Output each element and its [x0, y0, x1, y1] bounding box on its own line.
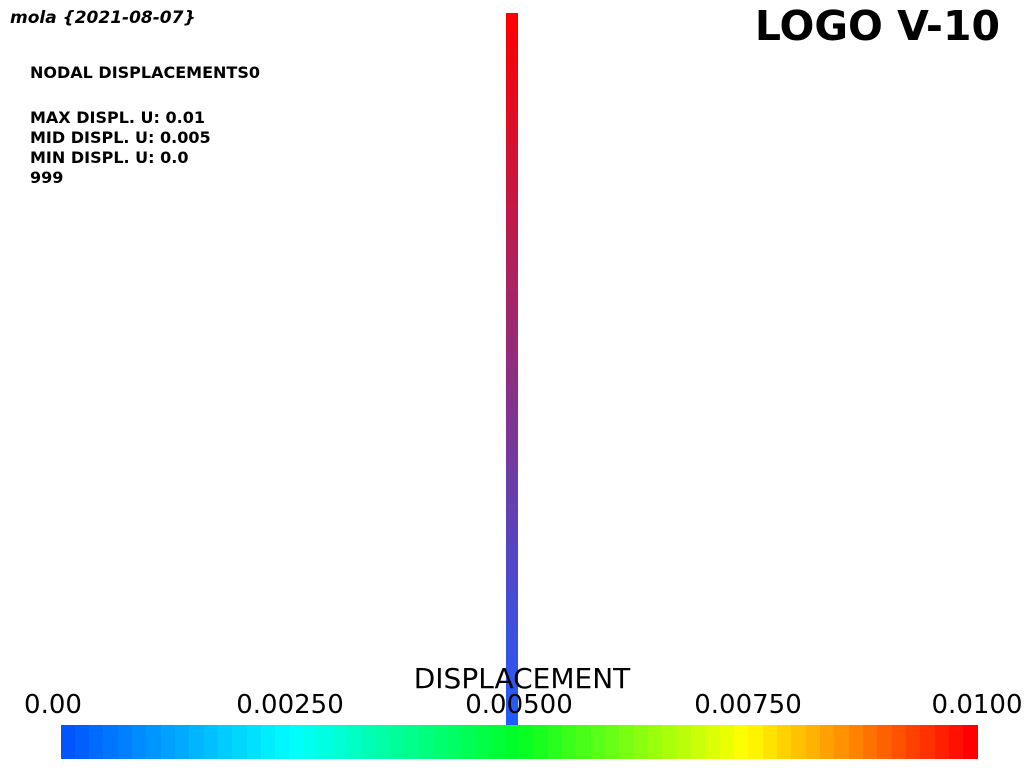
colorbar-swatch [748, 725, 764, 759]
colorbar-swatch [591, 725, 606, 759]
min-displacement: MIN DISPL. U: 0.0 [30, 148, 189, 167]
colorbar-swatch [763, 725, 778, 759]
colorbar-swatch [189, 725, 205, 759]
colorbar-tick: 0.00750 [694, 690, 802, 720]
colorbar-swatch [376, 725, 391, 759]
colorbar-swatch [419, 725, 434, 759]
colorbar-swatch [318, 725, 334, 759]
colorbar-swatch [61, 725, 76, 759]
colorbar-swatch [734, 725, 749, 759]
colorbar-swatch [290, 725, 305, 759]
colorbar-swatch [791, 725, 807, 759]
colorbar-ticks: 0.00 0.00250 0.00500 0.00750 0.0100 [0, 690, 1024, 724]
colorbar-swatch [863, 725, 878, 759]
colorbar-swatch [404, 725, 420, 759]
info-panel: NODAL DISPLACEMENTS0 MAX DISPL. U: 0.01 … [30, 63, 260, 188]
colorbar-swatch [204, 725, 219, 759]
colorbar-swatch [462, 725, 477, 759]
colorbar-swatch [304, 725, 319, 759]
signature: mola {2021-08-07} [10, 8, 196, 28]
colorbar-swatch [476, 725, 491, 759]
colorbar-swatch [576, 725, 592, 759]
colorbar-swatch [232, 725, 248, 759]
colorbar-swatch [777, 725, 792, 759]
colorbar-swatch [963, 725, 978, 759]
colorbar-swatch [562, 725, 577, 759]
colorbar-swatch [519, 725, 534, 759]
logo: LOGO V-10 [754, 2, 1000, 50]
colorbar-swatch [161, 725, 176, 759]
colorbar-title: DISPLACEMENT [413, 662, 631, 695]
colorbar-swatch [935, 725, 950, 759]
colorbar-swatch [447, 725, 463, 759]
colorbar-swatch [390, 725, 405, 759]
colorbar-swatch [677, 725, 692, 759]
max-displacement: MAX DISPL. U: 0.01 [30, 108, 205, 127]
colorbar-swatch [347, 725, 362, 759]
beam-element [506, 13, 518, 725]
colorbar-swatch [849, 725, 864, 759]
colorbar-swatch [218, 725, 233, 759]
colorbar-tick: 0.00500 [465, 690, 573, 720]
info-heading: NODAL DISPLACEMENTS0 [30, 63, 260, 82]
colorbar-swatch [906, 725, 921, 759]
colorbar-swatch [505, 725, 520, 759]
colorbar-swatch [103, 725, 119, 759]
colorbar-swatch [834, 725, 850, 759]
colorbar-swatch [605, 725, 620, 759]
colorbar-swatch [920, 725, 936, 759]
colorbar-tick: 0.00250 [236, 690, 344, 720]
colorbar-swatch [662, 725, 678, 759]
colorbar-swatch [820, 725, 835, 759]
colorbar-tick: 0.00 [24, 690, 82, 720]
colorbar-swatch [361, 725, 377, 759]
mid-displacement: MID DISPL. U: 0.005 [30, 128, 211, 147]
colorbar-swatch [877, 725, 893, 759]
colorbar-swatch [892, 725, 907, 759]
colorbar-swatch [548, 725, 563, 759]
colorbar-swatch [175, 725, 190, 759]
colorbar [61, 725, 978, 759]
colorbar-swatch [247, 725, 262, 759]
colorbar-swatch [275, 725, 291, 759]
colorbar-tick: 0.0100 [931, 690, 1023, 720]
colorbar-swatch [333, 725, 348, 759]
colorbar-swatch [89, 725, 104, 759]
colorbar-swatch [261, 725, 276, 759]
colorbar-swatch [806, 725, 821, 759]
colorbar-swatch [490, 725, 506, 759]
colorbar-swatch [118, 725, 133, 759]
colorbar-swatch [720, 725, 735, 759]
colorbar-swatch [705, 725, 721, 759]
colorbar-swatch [75, 725, 90, 759]
colorbar-swatch [691, 725, 706, 759]
colorbar-swatch [619, 725, 635, 759]
frame-number: 999 [30, 168, 64, 187]
colorbar-swatch [648, 725, 663, 759]
colorbar-swatch [132, 725, 147, 759]
colorbar-swatch [949, 725, 964, 759]
colorbar-swatch [433, 725, 448, 759]
colorbar-swatch [146, 725, 162, 759]
colorbar-swatch [533, 725, 549, 759]
colorbar-swatch [634, 725, 649, 759]
